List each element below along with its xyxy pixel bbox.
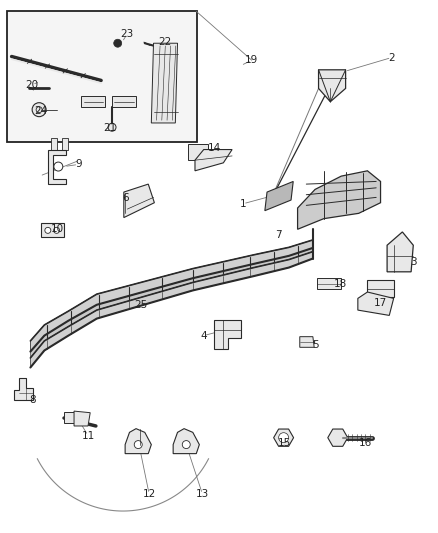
Polygon shape [74, 411, 90, 426]
Circle shape [108, 123, 116, 131]
Text: 21: 21 [103, 123, 117, 133]
Text: 25: 25 [134, 300, 148, 310]
Text: 1: 1 [240, 199, 246, 209]
Text: 22: 22 [158, 37, 171, 47]
Text: 7: 7 [275, 230, 281, 240]
Text: 6: 6 [122, 193, 128, 204]
Polygon shape [188, 144, 208, 160]
Polygon shape [367, 280, 394, 297]
Circle shape [134, 441, 142, 449]
Polygon shape [318, 70, 346, 102]
Text: 3: 3 [410, 257, 417, 267]
Text: 14: 14 [208, 143, 221, 154]
Polygon shape [300, 337, 314, 348]
Polygon shape [30, 240, 313, 358]
Circle shape [54, 162, 63, 171]
Polygon shape [62, 138, 68, 150]
Polygon shape [214, 320, 241, 349]
Polygon shape [14, 378, 33, 400]
Polygon shape [41, 223, 64, 237]
Circle shape [182, 441, 190, 449]
Text: 17: 17 [374, 297, 387, 308]
Polygon shape [195, 150, 232, 171]
Polygon shape [387, 232, 413, 272]
Text: 10: 10 [51, 224, 64, 235]
Polygon shape [64, 412, 79, 423]
Text: 16: 16 [359, 438, 372, 448]
Circle shape [114, 39, 122, 47]
Text: 18: 18 [334, 279, 347, 288]
Text: 20: 20 [25, 80, 39, 90]
Text: 24: 24 [34, 106, 47, 116]
Polygon shape [265, 181, 293, 211]
Text: 9: 9 [75, 159, 82, 169]
Circle shape [32, 103, 46, 117]
Polygon shape [317, 278, 341, 289]
Text: 13: 13 [196, 489, 209, 499]
Polygon shape [30, 252, 313, 368]
Polygon shape [358, 292, 394, 316]
Polygon shape [48, 150, 66, 184]
Text: 11: 11 [81, 431, 95, 441]
Polygon shape [30, 240, 313, 352]
Polygon shape [112, 96, 136, 107]
Text: 8: 8 [29, 395, 35, 406]
Polygon shape [297, 171, 381, 229]
Text: 5: 5 [312, 340, 318, 350]
Polygon shape [151, 43, 177, 123]
Polygon shape [173, 429, 199, 454]
Circle shape [53, 228, 60, 233]
Text: 2: 2 [388, 53, 395, 62]
Polygon shape [51, 138, 57, 150]
Text: 23: 23 [121, 29, 134, 39]
Text: 4: 4 [201, 330, 207, 341]
Circle shape [45, 228, 51, 233]
Circle shape [279, 433, 289, 443]
Polygon shape [124, 184, 154, 217]
Text: 12: 12 [142, 489, 156, 499]
Polygon shape [81, 96, 106, 107]
Text: 15: 15 [278, 438, 291, 448]
Bar [7, 11, 197, 142]
Polygon shape [125, 429, 151, 454]
Text: 19: 19 [245, 55, 258, 65]
